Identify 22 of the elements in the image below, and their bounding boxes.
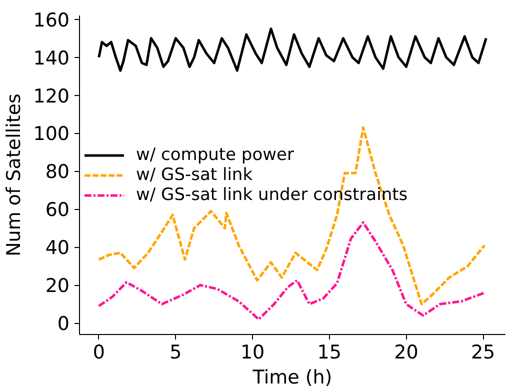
y-tick-label: 20 [45, 275, 70, 298]
x-tick-label: 0 [92, 342, 105, 364]
y-axis-title: Num of Satellites [3, 94, 26, 256]
x-axis-title: Time (h) [252, 366, 332, 388]
y-tick-label: 140 [33, 47, 70, 70]
line-series [98, 28, 488, 72]
y-tick-label: 40 [45, 237, 70, 260]
y-tick-label: 60 [45, 199, 70, 222]
x-tick-label: 15 [317, 342, 342, 364]
x-tick-label: 25 [470, 342, 496, 364]
x-tick-label: 5 [170, 342, 182, 364]
legend-label: w/ GS-sat link [136, 164, 253, 184]
x-tick-label: 10 [240, 342, 265, 364]
line-series [98, 221, 486, 321]
y-tick-label: 100 [33, 123, 70, 146]
y-tick-label: 120 [33, 85, 70, 108]
y-tick-label: 160 [33, 9, 70, 32]
y-tick-label: 0 [57, 313, 70, 336]
x-tick-label: 20 [394, 342, 418, 364]
line-series [98, 126, 486, 306]
y-tick-label: 80 [45, 161, 70, 184]
legend-label: w/ compute power [136, 144, 294, 164]
